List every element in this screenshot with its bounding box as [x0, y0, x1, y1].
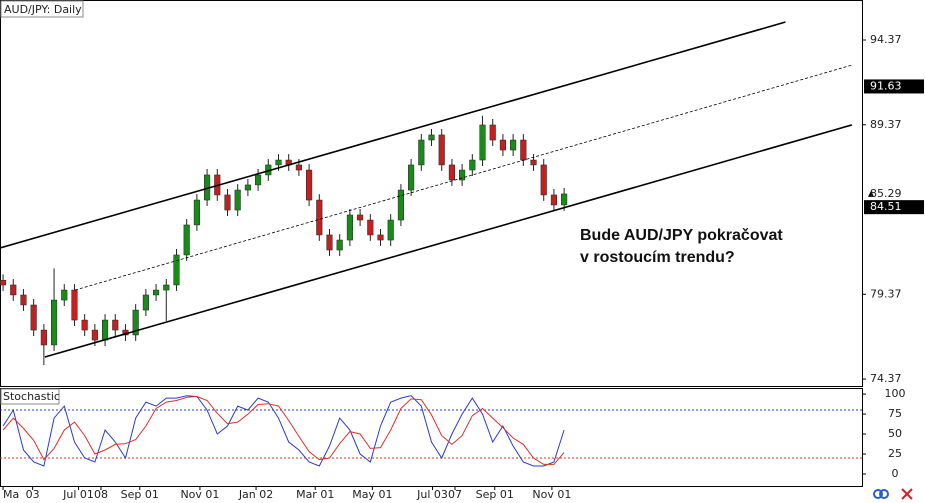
candle-body: [183, 224, 190, 256]
y-tick-label: 79.37: [870, 287, 902, 300]
indicator-title: Stochastic: [3, 390, 60, 403]
y-tick-label: 100: [885, 387, 906, 400]
candle-body: [357, 214, 364, 221]
candle-body: [540, 164, 547, 196]
x-tick-label: Nov 01: [532, 488, 571, 501]
candle-body: [244, 184, 251, 191]
x-tick-label: Nov 01: [180, 488, 219, 501]
candle-body: [428, 134, 435, 141]
candle-body: [438, 134, 445, 166]
candle-body: [224, 194, 231, 211]
x-tick-label: 07: [448, 488, 462, 501]
candle-body: [530, 159, 537, 166]
candle-body: [81, 319, 88, 331]
candle-body: [20, 294, 27, 306]
y-tick-label: 94.37: [870, 33, 902, 46]
x-tick-label: Sep 01: [476, 488, 514, 501]
candle-body: [316, 199, 323, 236]
candle-body: [0, 279, 7, 286]
candle-body: [71, 289, 78, 321]
candle-body: [91, 329, 98, 341]
candle-body: [510, 139, 517, 151]
close-icon[interactable]: [901, 488, 913, 500]
candle-body: [255, 174, 262, 186]
x-tick-label: May 01: [352, 488, 392, 501]
x-tick-label: Jul 03: [416, 488, 448, 501]
link-icon[interactable]: [873, 489, 883, 499]
candle-body: [499, 139, 506, 151]
candle-body: [377, 234, 384, 241]
y-tick-label: 89.37: [870, 118, 902, 131]
x-tick-label: Ma: [3, 488, 19, 501]
candle-body: [387, 219, 394, 241]
link-icon[interactable]: [879, 489, 889, 499]
candle-body: [367, 219, 374, 236]
trend-line: [44, 124, 853, 358]
y-tick-label: 0: [892, 467, 899, 480]
price-marker-label: 84.51: [870, 200, 902, 213]
price-panel: [0, 0, 863, 387]
candle-body: [10, 284, 17, 296]
price-marker-box: [864, 79, 924, 94]
price-marker-box: [864, 200, 924, 215]
annotation: Bude AUD/JPY pokračovat: [580, 227, 783, 244]
indicator-box: [0, 388, 60, 405]
stochastic-line: [2, 395, 565, 467]
candle-body: [234, 189, 241, 211]
x-tick-label: Mar 01: [296, 488, 334, 501]
candle-body: [459, 169, 466, 181]
candle-body: [561, 193, 568, 206]
price-marker-label: 91.63: [870, 79, 902, 92]
y-tick-label: 25: [888, 447, 902, 460]
candle-body: [112, 319, 119, 331]
candle-body: [489, 124, 496, 141]
candle-body: [40, 329, 47, 346]
candle-body: [61, 289, 68, 301]
candle-body: [163, 284, 170, 291]
candle-body: [346, 214, 353, 241]
candle-body: [469, 159, 476, 171]
toolbar-icons[interactable]: [873, 488, 913, 500]
x-tick-label: Jul 01: [62, 488, 94, 501]
candle-body: [275, 159, 282, 166]
x-tick-label: Jan 02: [238, 488, 273, 501]
y-tick-label: 75: [888, 407, 902, 420]
candle-body: [408, 164, 415, 191]
y-tick-label: 74.37: [870, 372, 902, 385]
annotation: v rostoucím trendu?: [580, 249, 735, 266]
candle-body: [448, 164, 455, 181]
candle-body: [520, 139, 527, 161]
stochastic-line: [2, 395, 565, 465]
candle-body: [51, 299, 58, 346]
chart-title: AUD/JPY: Daily: [4, 3, 82, 16]
stochastic-panel: [0, 388, 863, 487]
candle-body: [193, 199, 200, 226]
candle-body: [326, 234, 333, 251]
candle-body: [30, 304, 37, 331]
candle-body: [418, 139, 425, 166]
title-box: [0, 0, 84, 18]
price-marker-arrow: [868, 190, 874, 197]
candle-body: [173, 254, 180, 286]
candle-body: [102, 319, 109, 341]
trend-line: [0, 21, 786, 249]
candle-body: [479, 124, 486, 161]
y-tick-label: 50: [888, 427, 902, 440]
candle-body: [550, 194, 557, 206]
x-tick-label: 08: [94, 488, 108, 501]
candle-body: [132, 309, 139, 336]
candle-body: [295, 164, 302, 171]
x-tick-label: Sep 01: [121, 488, 159, 501]
price-marker-label: 85.29: [870, 187, 902, 200]
candle-body: [153, 289, 160, 296]
x-tick-label: 03: [26, 488, 40, 501]
candle-body: [306, 169, 313, 201]
candle-body: [397, 189, 404, 221]
candle-body: [142, 294, 149, 311]
candle-body: [336, 239, 343, 251]
